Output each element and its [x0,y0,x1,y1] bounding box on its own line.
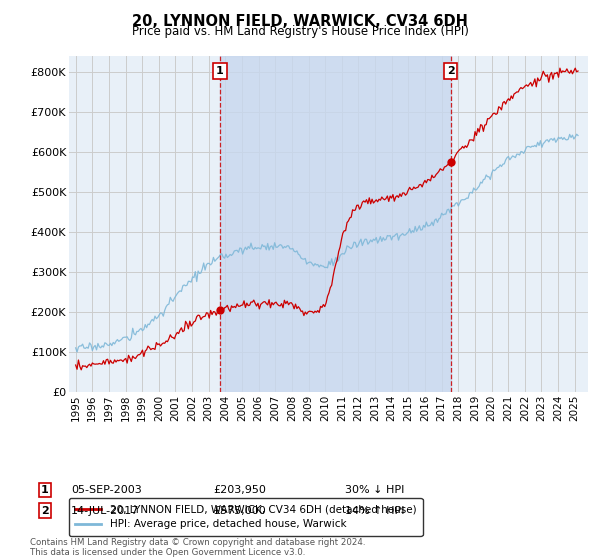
Text: £575,000: £575,000 [213,506,266,516]
Text: 30% ↓ HPI: 30% ↓ HPI [345,485,404,495]
Text: Price paid vs. HM Land Registry's House Price Index (HPI): Price paid vs. HM Land Registry's House … [131,25,469,38]
Text: £203,950: £203,950 [213,485,266,495]
Text: 1: 1 [216,66,224,76]
Legend: 20, LYNNON FIELD, WARWICK, CV34 6DH (detached house), HPI: Average price, detach: 20, LYNNON FIELD, WARWICK, CV34 6DH (det… [69,498,422,536]
Text: 20, LYNNON FIELD, WARWICK, CV34 6DH: 20, LYNNON FIELD, WARWICK, CV34 6DH [132,14,468,29]
Text: 14-JUL-2017: 14-JUL-2017 [71,506,139,516]
Bar [220,56,451,392]
Text: 1: 1 [41,485,49,495]
Text: 2: 2 [447,66,454,76]
Text: 2: 2 [41,506,49,516]
Text: Contains HM Land Registry data © Crown copyright and database right 2024.
This d: Contains HM Land Registry data © Crown c… [30,538,365,557]
Text: 14% ↑ HPI: 14% ↑ HPI [345,506,404,516]
Text: 05-SEP-2003: 05-SEP-2003 [71,485,142,495]
